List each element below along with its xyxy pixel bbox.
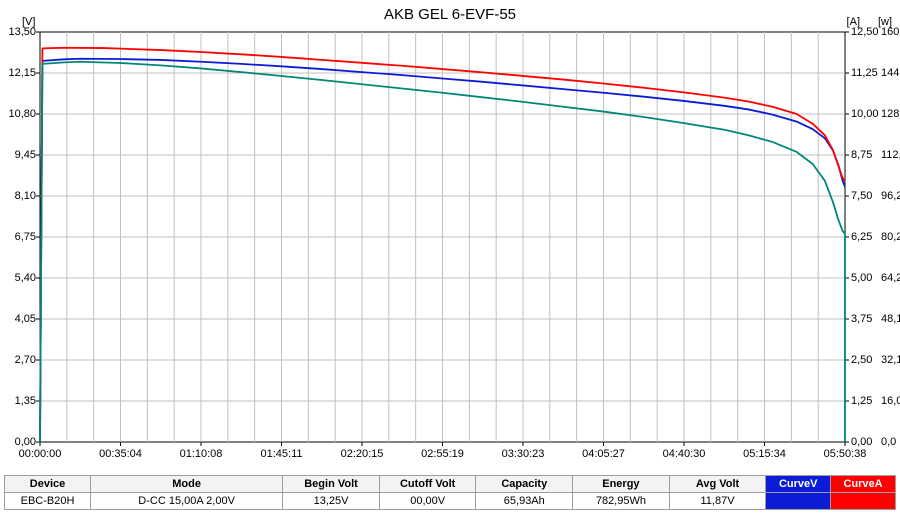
x-tick: 04:40:30 xyxy=(654,448,714,460)
chart-container: AKB GEL 6-EVF-55 ZKETECH [V] [A] [w] Dev… xyxy=(0,0,900,523)
cell-energy: 782,95Wh xyxy=(573,493,670,510)
cell-capacity: 65,93Ah xyxy=(476,493,573,510)
col-cutoff-volt: Cutoff Volt xyxy=(379,476,476,493)
col-avg-volt: Avg Volt xyxy=(669,476,766,493)
y-left-tick: 4,05 xyxy=(2,313,36,325)
y-right-w-tick: 48,1 xyxy=(881,313,900,325)
cell-device: EBC-B20H xyxy=(5,493,91,510)
x-tick: 01:45:11 xyxy=(252,448,312,460)
y-right-w-tick: 32,1 xyxy=(881,354,900,366)
y-right-w-tick: 112,3 xyxy=(881,149,900,161)
x-tick: 02:20:15 xyxy=(332,448,392,460)
y-left-tick: 9,45 xyxy=(2,149,36,161)
y-right-a-tick: 11,25 xyxy=(851,67,885,79)
table-header-row: Device Mode Begin Volt Cutoff Volt Capac… xyxy=(5,476,896,493)
x-tick: 04:05:27 xyxy=(574,448,634,460)
x-tick: 00:35:04 xyxy=(91,448,151,460)
x-tick: 01:10:08 xyxy=(171,448,231,460)
y-right-a-tick: 7,50 xyxy=(851,190,885,202)
x-tick: 05:50:38 xyxy=(815,448,875,460)
cell-cutoff-volt: 00,00V xyxy=(379,493,476,510)
cell-curve-a-swatch xyxy=(831,493,896,510)
y-right-w-tick: 128,3 xyxy=(881,108,900,120)
y-right-w-tick: 96,2 xyxy=(881,190,900,202)
x-tick: 00:00:00 xyxy=(10,448,70,460)
y-left-tick: 0,00 xyxy=(2,436,36,448)
y-right-a-tick: 0,00 xyxy=(851,436,885,448)
chart-svg xyxy=(0,0,900,470)
y-left-tick: 5,40 xyxy=(2,272,36,284)
y-right-a-tick: 12,50 xyxy=(851,26,885,38)
y-right-w-tick: 0,0 xyxy=(881,436,900,448)
cell-avg-volt: 11,87V xyxy=(669,493,766,510)
y-right-w-tick: 160,4 xyxy=(881,26,900,38)
y-right-a-tick: 10,00 xyxy=(851,108,885,120)
y-left-tick: 2,70 xyxy=(2,354,36,366)
y-right-w-tick: 144,4 xyxy=(881,67,900,79)
x-tick: 05:15:34 xyxy=(735,448,795,460)
y-left-tick: 12,15 xyxy=(2,67,36,79)
y-right-a-tick: 2,50 xyxy=(851,354,885,366)
table-row: EBC-B20H D-CC 15,00A 2,00V 13,25V 00,00V… xyxy=(5,493,896,510)
col-device: Device xyxy=(5,476,91,493)
cell-mode: D-CC 15,00A 2,00V xyxy=(91,493,283,510)
col-mode: Mode xyxy=(91,476,283,493)
y-right-a-tick: 1,25 xyxy=(851,395,885,407)
col-curve-v: CurveV xyxy=(766,476,831,493)
y-right-w-tick: 64,2 xyxy=(881,272,900,284)
cell-curve-v-swatch xyxy=(766,493,831,510)
col-begin-volt: Begin Volt xyxy=(283,476,380,493)
y-right-a-tick: 3,75 xyxy=(851,313,885,325)
col-energy: Energy xyxy=(573,476,670,493)
y-left-tick: 13,50 xyxy=(2,26,36,38)
col-curve-a: CurveA xyxy=(831,476,896,493)
data-table: Device Mode Begin Volt Cutoff Volt Capac… xyxy=(4,475,896,510)
y-right-a-tick: 5,00 xyxy=(851,272,885,284)
x-tick: 03:30:23 xyxy=(493,448,553,460)
y-right-w-tick: 80,2 xyxy=(881,231,900,243)
y-left-tick: 10,80 xyxy=(2,108,36,120)
y-right-a-tick: 8,75 xyxy=(851,149,885,161)
y-left-tick: 6,75 xyxy=(2,231,36,243)
y-right-w-tick: 16,0 xyxy=(881,395,900,407)
x-tick: 02:55:19 xyxy=(413,448,473,460)
y-right-a-tick: 6,25 xyxy=(851,231,885,243)
y-left-tick: 1,35 xyxy=(2,395,36,407)
cell-begin-volt: 13,25V xyxy=(283,493,380,510)
y-left-tick: 8,10 xyxy=(2,190,36,202)
col-capacity: Capacity xyxy=(476,476,573,493)
